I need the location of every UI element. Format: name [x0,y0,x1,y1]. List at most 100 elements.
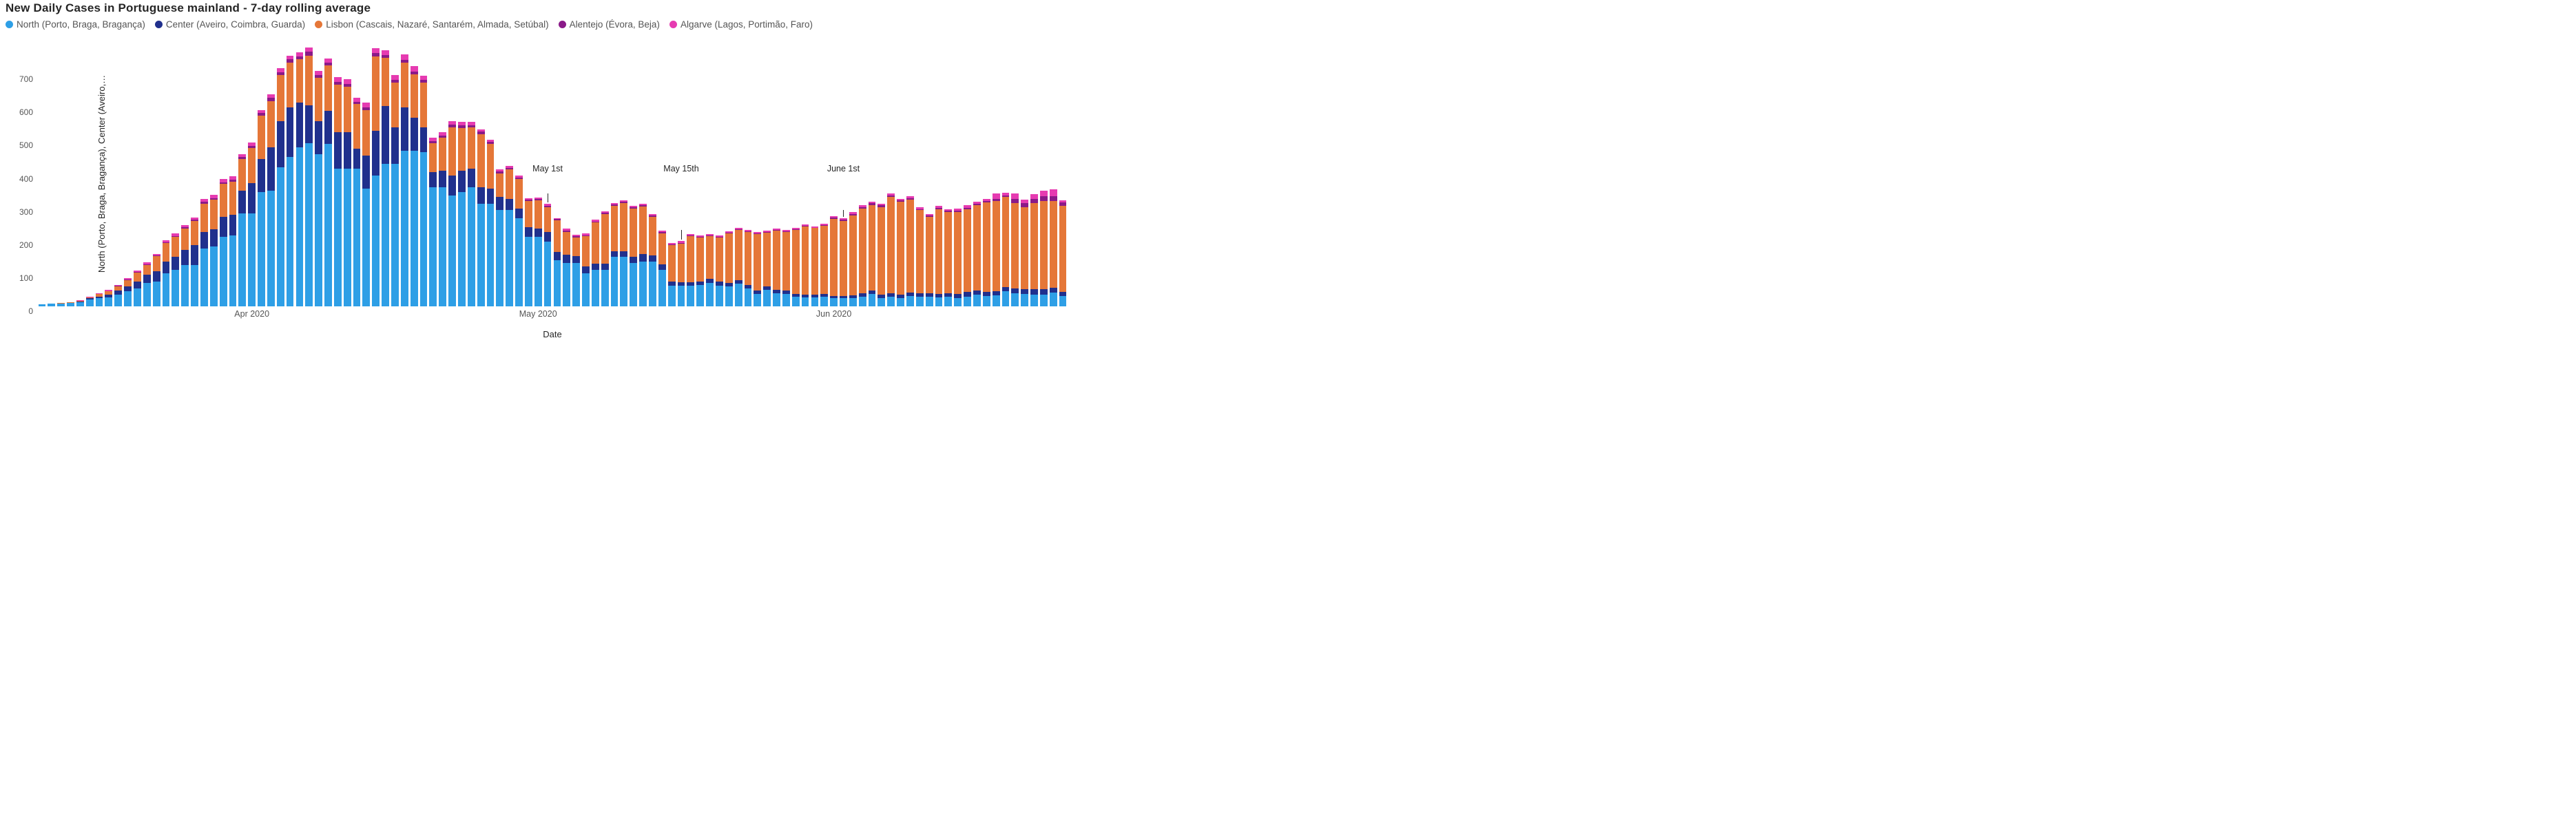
bar-column[interactable] [220,179,227,306]
bar-column[interactable] [1002,193,1010,306]
bar-column[interactable] [916,207,924,306]
bar-column[interactable] [592,220,599,306]
bar-column[interactable] [582,233,590,306]
bar-column[interactable] [362,103,370,306]
bar-column[interactable] [334,77,342,306]
bar-column[interactable] [725,231,733,306]
bar-column[interactable] [840,218,847,306]
bar-column[interactable] [238,154,246,306]
bar-column[interactable] [153,254,160,306]
bar-column[interactable] [86,297,94,306]
bar-column[interactable] [39,304,46,306]
bar-column[interactable] [706,234,714,306]
bar-column[interactable] [1040,191,1048,306]
bar-column[interactable] [754,232,761,306]
bar-column[interactable] [869,202,876,306]
bar-column[interactable] [248,143,256,306]
bar-column[interactable] [534,198,542,306]
bar-column[interactable] [811,226,819,306]
bar-column[interactable] [48,304,55,306]
bar-column[interactable] [696,235,704,306]
bar-column[interactable] [124,278,132,306]
bar-column[interactable] [200,199,208,306]
bar-column[interactable] [67,302,74,306]
bar-column[interactable] [429,138,437,306]
bar-column[interactable] [601,211,609,306]
bar-column[interactable] [763,231,771,306]
bar-column[interactable] [792,228,800,306]
bar-column[interactable] [143,262,151,306]
bar-column[interactable] [649,214,656,306]
bar-column[interactable] [973,202,981,306]
bar-column[interactable] [897,199,904,306]
bar-column[interactable] [906,196,914,306]
bar-column[interactable] [105,290,112,306]
bar-column[interactable] [563,229,570,306]
bar-column[interactable] [448,121,456,306]
bar-column[interactable] [114,285,122,306]
bar-column[interactable] [96,293,103,306]
bar-column[interactable] [382,50,389,306]
bar-column[interactable] [525,198,532,306]
bar-column[interactable] [458,122,466,306]
bar-column[interactable] [210,195,218,306]
bar-column[interactable] [267,94,275,306]
bar-column[interactable] [572,235,580,306]
bar-column[interactable] [287,56,294,306]
bar-column[interactable] [782,230,790,306]
bar-column[interactable] [668,243,676,306]
bar-column[interactable] [611,203,619,306]
bar-column[interactable] [191,218,198,306]
bar-column[interactable] [1011,193,1019,306]
bar-column[interactable] [935,206,943,306]
bar-column[interactable] [849,212,857,306]
bar-column[interactable] [830,216,838,306]
bar-column[interactable] [554,218,561,306]
legend-item[interactable]: Center (Aveiro, Coimbra, Guarda) [155,19,305,30]
bar-column[interactable] [745,230,752,306]
bar-column[interactable] [496,169,503,306]
legend-item[interactable]: Algarve (Lagos, Portimão, Faro) [669,19,813,30]
bar-column[interactable] [391,75,399,306]
legend-item[interactable]: Lisbon (Cascais, Nazaré, Santarém, Almad… [315,19,548,30]
bar-column[interactable] [515,176,523,306]
bar-column[interactable] [639,204,647,306]
bar-column[interactable] [506,166,513,306]
bar-column[interactable] [887,193,895,306]
bar-column[interactable] [324,59,332,306]
bar-column[interactable] [57,303,65,306]
bar-column[interactable] [678,241,685,306]
bar-column[interactable] [296,52,304,306]
bar-column[interactable] [802,224,809,306]
bar-column[interactable] [181,225,189,306]
bar-column[interactable] [1050,189,1057,306]
bar-column[interactable] [820,224,828,306]
bar-column[interactable] [344,79,351,306]
bar-column[interactable] [954,209,962,306]
bar-column[interactable] [411,66,418,306]
bar-column[interactable] [983,199,990,306]
bar-column[interactable] [993,193,1000,306]
bar-column[interactable] [716,235,723,306]
bar-column[interactable] [964,205,971,306]
bar-column[interactable] [420,76,428,306]
bar-column[interactable] [439,132,446,306]
bar-column[interactable] [630,206,637,306]
bar-column[interactable] [487,140,495,306]
bar-column[interactable] [229,176,237,306]
bar-column[interactable] [305,48,313,306]
bar-column[interactable] [1030,194,1038,306]
bar-column[interactable] [658,231,666,306]
bar-column[interactable] [372,48,380,306]
legend-item[interactable]: Alentejo (Évora, Beja) [559,19,660,30]
bar-column[interactable] [859,205,866,306]
bar-column[interactable] [76,300,84,306]
bar-column[interactable] [477,129,485,306]
bar-column[interactable] [258,110,265,306]
bar-column[interactable] [944,209,952,306]
bar-column[interactable] [468,122,475,306]
bar-column[interactable] [401,54,408,306]
bar-column[interactable] [172,233,179,306]
bar-column[interactable] [620,200,627,306]
bar-column[interactable] [735,228,742,306]
